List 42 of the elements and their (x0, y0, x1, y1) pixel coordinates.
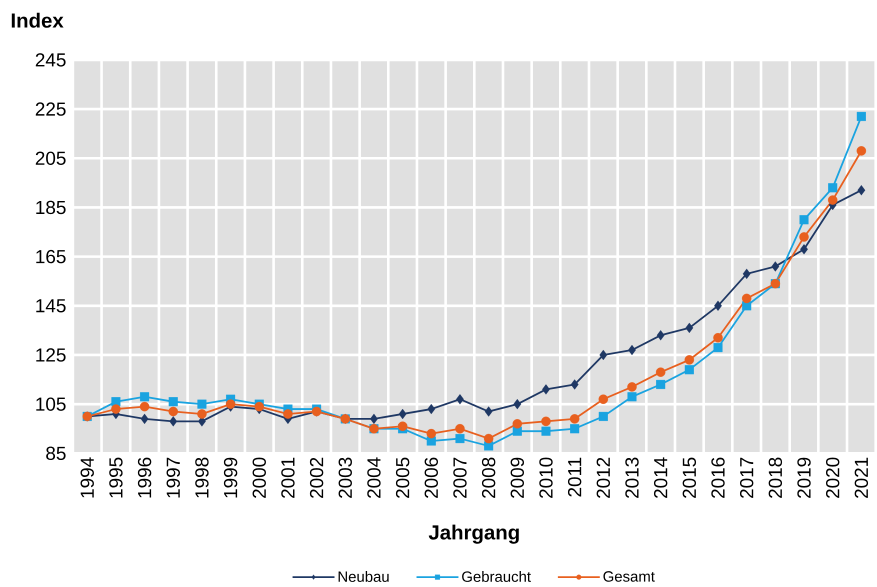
x-tick-label: 2001 (281, 458, 295, 498)
x-tick-label: 2005 (396, 458, 410, 498)
y-tick-label: 165 (36, 250, 66, 264)
x-tick-label: 1995 (109, 458, 123, 498)
x-tick-label: 2016 (711, 458, 725, 498)
x-tick-label: 2014 (654, 457, 668, 498)
x-tick-label: 2007 (453, 458, 467, 498)
y-axis-title: Index (12, 12, 64, 28)
x-tick-label: 2017 (740, 458, 754, 498)
x-tick-label: 2013 (625, 458, 639, 498)
y-tick-label: 85 (46, 446, 66, 460)
x-tick-label: 1996 (138, 458, 152, 498)
legend-label: Gebraucht (462, 570, 531, 582)
x-tick-label: 2008 (482, 458, 496, 498)
x-tick-label: 2020 (826, 457, 840, 498)
x-tick-label: 2003 (338, 458, 352, 498)
x-tick-label: 1997 (166, 458, 180, 498)
y-tick-label: 185 (36, 200, 66, 214)
x-tick-label: 2006 (424, 458, 438, 498)
x-tick-label: 2010 (539, 457, 553, 498)
y-tick-label: 225 (36, 102, 66, 116)
legend-label: Neubau (338, 570, 389, 582)
x-tick-label: 2009 (510, 458, 524, 498)
x-tick-label: 2011 (568, 458, 582, 496)
x-tick-label: 2012 (596, 458, 610, 498)
x-tick-label: 2019 (797, 458, 811, 498)
x-tick-label: 2000 (252, 457, 266, 498)
y-tick-label: 245 (36, 53, 66, 66)
y-tick-label: 145 (36, 299, 66, 312)
legend-label: Gesamt (603, 571, 655, 582)
x-axis-title: Jahrgang (428, 524, 519, 544)
x-tick-label: 1998 (195, 458, 209, 498)
y-tick-label: 205 (36, 151, 66, 165)
x-tick-label: 2004 (367, 457, 381, 498)
x-tick-label: 1994 (80, 457, 94, 498)
x-tick-label: 2021 (854, 458, 868, 498)
x-tick-label: 2002 (310, 458, 324, 498)
y-tick-label: 125 (36, 348, 66, 362)
x-tick-label: 2015 (682, 458, 696, 498)
y-tick-label: 105 (36, 397, 66, 411)
x-tick-label: 1999 (224, 458, 238, 498)
x-tick-label: 2018 (768, 458, 782, 498)
